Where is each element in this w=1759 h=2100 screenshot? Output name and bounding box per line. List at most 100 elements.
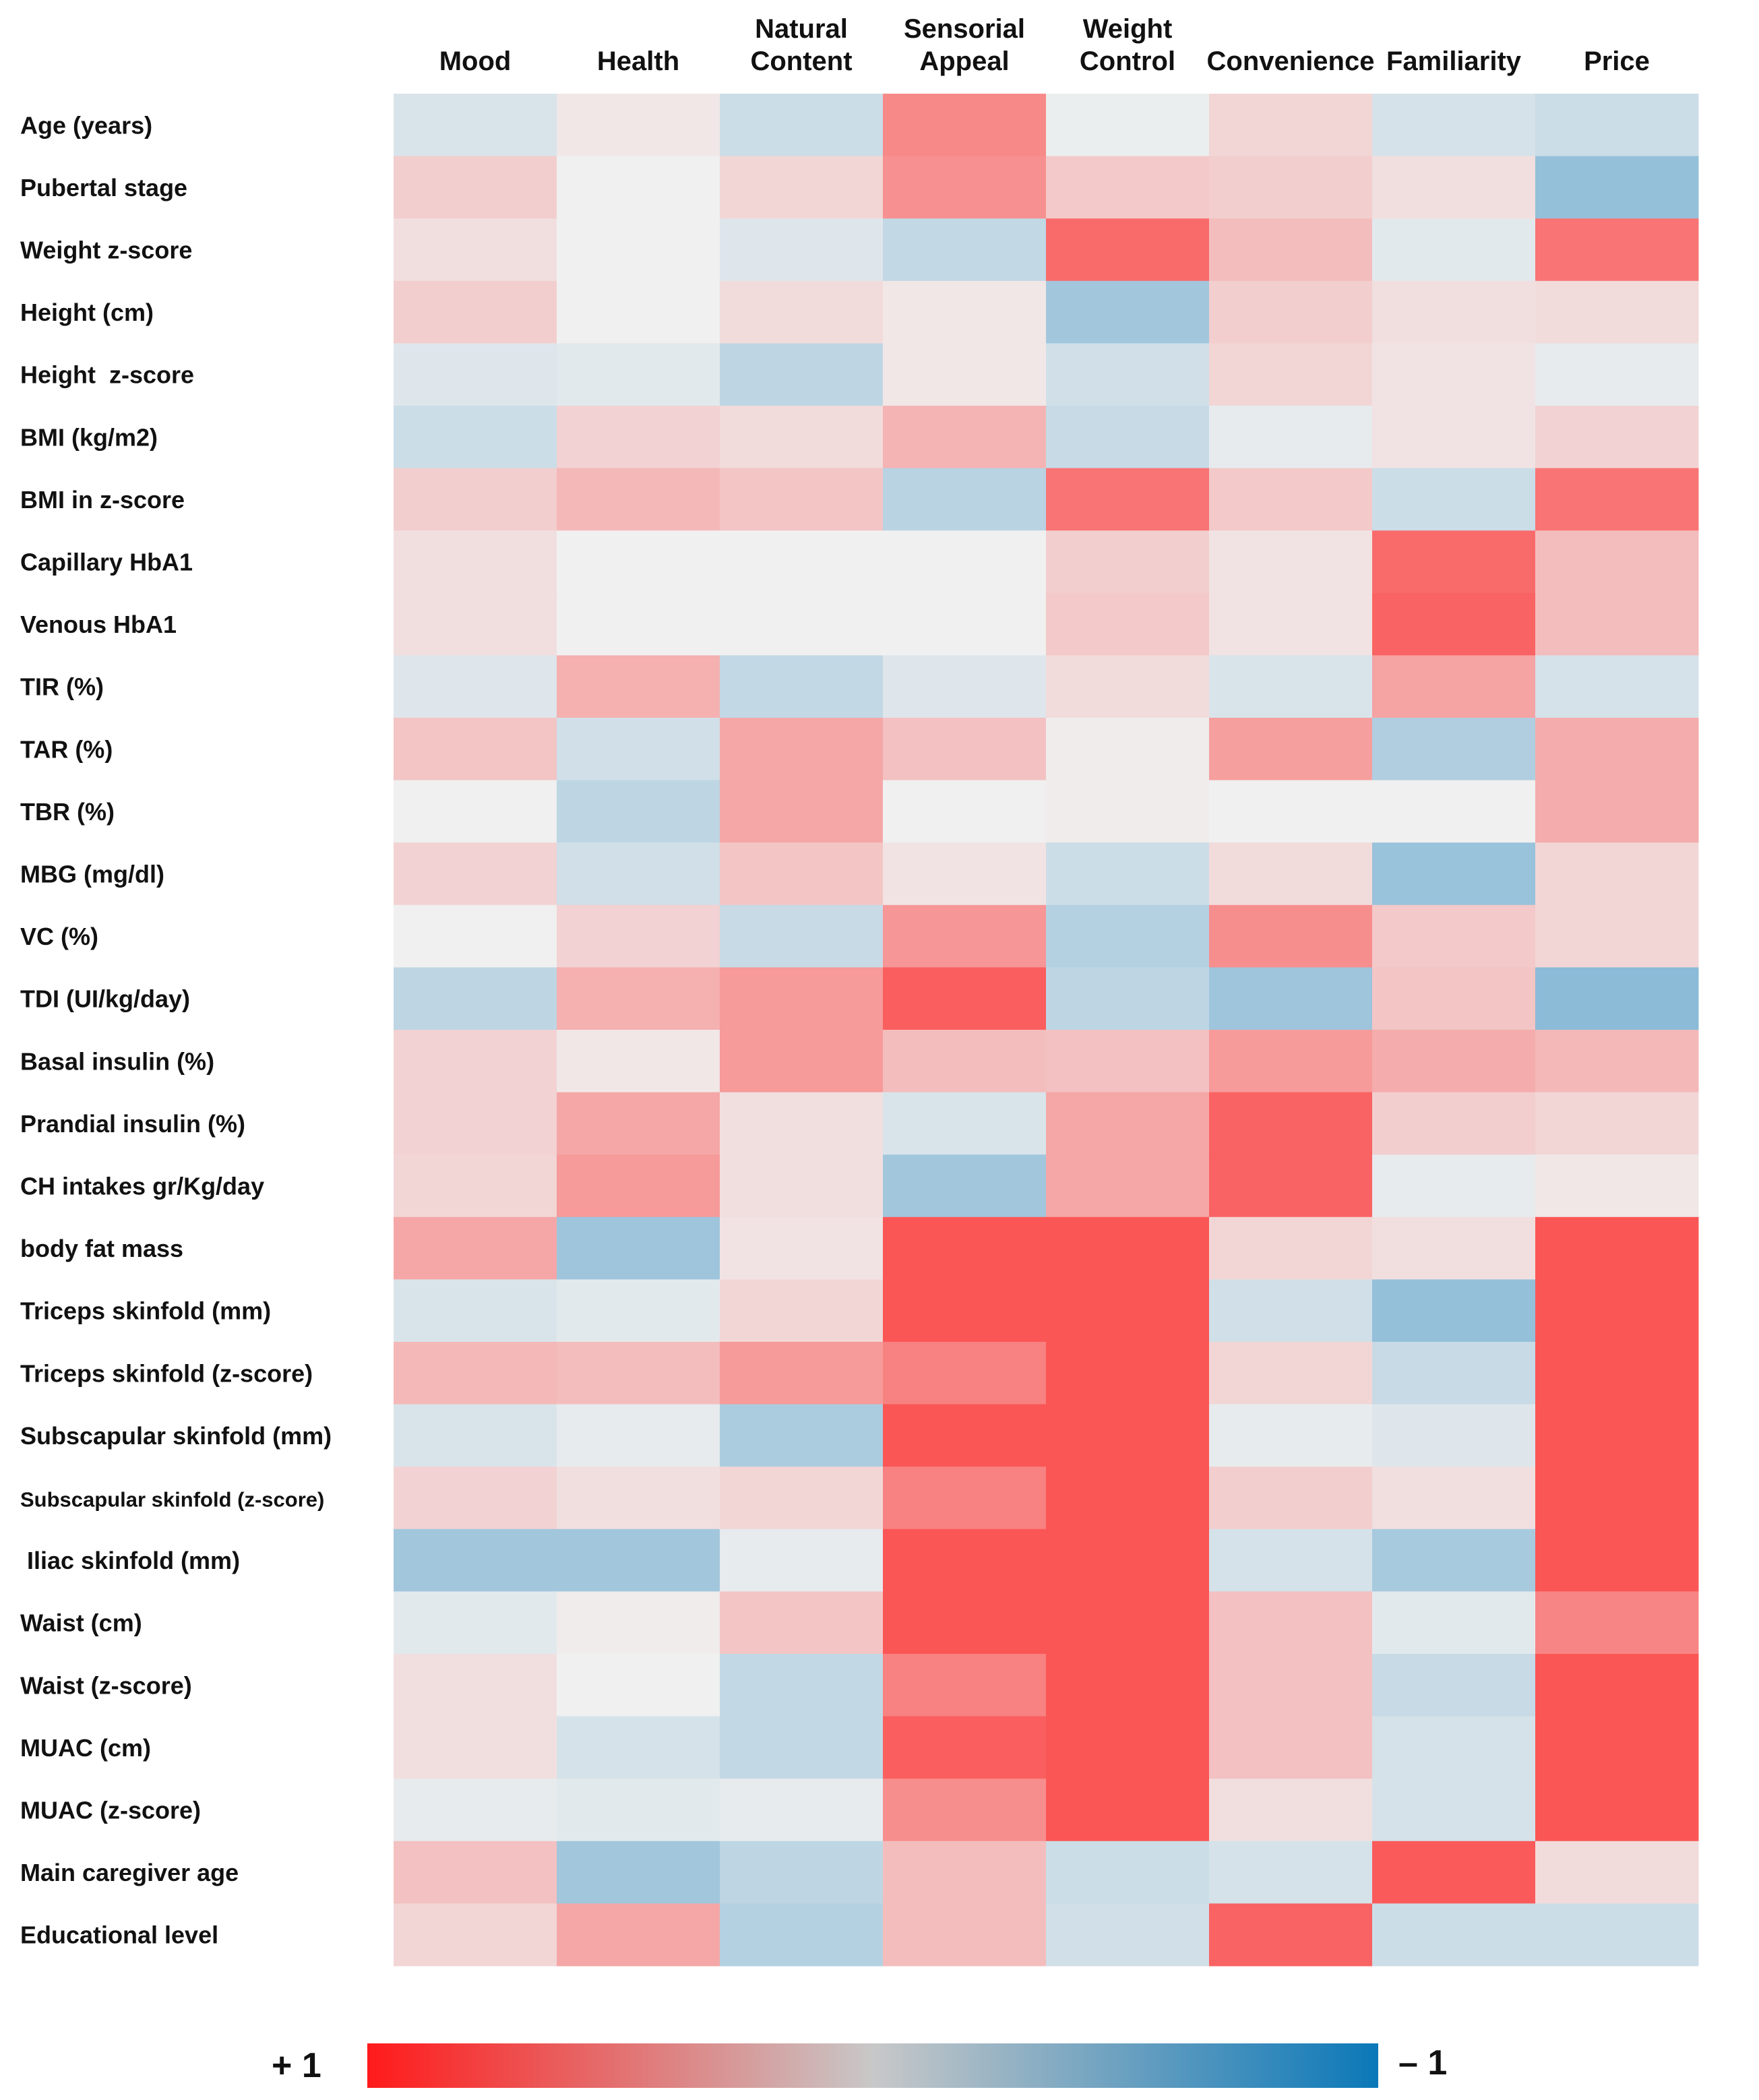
row-label: Venous HbA1	[20, 611, 177, 638]
heatmap-cell	[720, 218, 884, 282]
heatmap-cell	[1046, 1903, 1210, 1967]
heatmap-cell	[1535, 1342, 1699, 1405]
heatmap-cell	[883, 1591, 1047, 1655]
heatmap-cell	[1209, 1716, 1373, 1779]
heatmap-cell	[1046, 1279, 1210, 1342]
heatmap-cell	[720, 343, 884, 406]
heatmap-cell	[1535, 1903, 1699, 1967]
heatmap-cell	[1372, 1466, 1536, 1530]
row-label: Prandial insulin (%)	[20, 1110, 245, 1138]
heatmap-cell	[1046, 94, 1210, 157]
row-label: Main caregiver age	[20, 1859, 239, 1886]
heatmap-cells	[394, 94, 1699, 1967]
heatmap-cell	[883, 156, 1047, 219]
heatmap-cell	[883, 280, 1047, 344]
scale-max-label: + 1	[272, 2046, 321, 2085]
heatmap-cell	[1535, 343, 1699, 406]
heatmap-cell	[1209, 1654, 1373, 1717]
heatmap-cell	[394, 94, 557, 157]
heatmap-cell	[1209, 904, 1373, 968]
heatmap-cell	[720, 530, 884, 594]
heatmap-cell	[1209, 1216, 1373, 1280]
heatmap-cell	[1535, 1216, 1699, 1280]
heatmap-cell	[883, 904, 1047, 968]
heatmap-cell	[883, 218, 1047, 282]
heatmap-cell	[557, 156, 720, 219]
heatmap-cell	[720, 280, 884, 344]
heatmap-cell	[883, 1216, 1047, 1280]
heatmap-cell	[557, 218, 720, 282]
heatmap-cell	[883, 406, 1047, 469]
heatmap-cell	[557, 280, 720, 344]
heatmap-cell	[394, 904, 557, 968]
heatmap-cell	[720, 468, 884, 531]
heatmap-cell	[394, 1716, 557, 1779]
heatmap-cell	[394, 1404, 557, 1467]
row-label: BMI (kg/m2)	[20, 423, 158, 451]
heatmap-cell	[1209, 1841, 1373, 1904]
heatmap-cell	[1209, 1279, 1373, 1342]
heatmap-cell	[1372, 1591, 1536, 1655]
row-label: BMI in z-score	[20, 486, 185, 514]
heatmap-cell	[883, 1654, 1047, 1717]
heatmap-cell	[883, 1092, 1047, 1155]
heatmap-cell	[557, 1092, 720, 1155]
heatmap-cell	[557, 1779, 720, 1842]
heatmap-cell	[1372, 468, 1536, 531]
color-scale-bar	[367, 2043, 1378, 2088]
heatmap-cell	[720, 904, 884, 968]
heatmap-cell	[1209, 1404, 1373, 1467]
heatmap-cell	[1209, 1342, 1373, 1405]
heatmap-cell	[394, 156, 557, 219]
column-label: Natural	[755, 14, 848, 44]
heatmap-cell	[1046, 718, 1210, 781]
heatmap-cell	[1046, 1716, 1210, 1779]
heatmap-cell	[394, 655, 557, 718]
heatmap-cell	[1209, 1466, 1373, 1530]
heatmap-cell	[394, 1591, 557, 1655]
heatmap-cell	[557, 1716, 720, 1779]
heatmap-cell	[1209, 718, 1373, 781]
heatmap-cell	[1046, 530, 1210, 594]
heatmap-cell	[394, 1654, 557, 1717]
heatmap-cell	[1535, 280, 1699, 344]
row-label: Pubertal stage	[20, 174, 187, 202]
heatmap-cell	[1046, 1342, 1210, 1405]
heatmap-cell	[883, 842, 1047, 906]
heatmap-cell	[557, 1591, 720, 1655]
heatmap-cell	[557, 718, 720, 781]
row-labels: Age (years) Pubertal stage Weight z-score H…	[20, 111, 332, 1948]
heatmap-cell	[1209, 967, 1373, 1030]
heatmap-cell	[1372, 718, 1536, 781]
heatmap-cell	[1209, 842, 1373, 906]
heatmap-cell	[1209, 156, 1373, 219]
row-label: Iliac skinfold (mm)	[20, 1547, 240, 1574]
heatmap-cell	[883, 1030, 1047, 1093]
heatmap-cell	[1372, 1841, 1536, 1904]
heatmap-cell	[1046, 1779, 1210, 1842]
heatmap-cell	[557, 967, 720, 1030]
heatmap-cell	[1372, 1279, 1536, 1342]
heatmap-cell	[1046, 218, 1210, 282]
row-label: Basal insulin (%)	[20, 1047, 214, 1075]
heatmap-cell	[1535, 1841, 1699, 1904]
heatmap-cell	[1372, 967, 1536, 1030]
heatmap-cell	[557, 343, 720, 406]
heatmap-cell	[1372, 530, 1536, 594]
column-label: Content	[750, 47, 852, 76]
heatmap-cell	[1046, 1466, 1210, 1530]
heatmap-cell	[1535, 1404, 1699, 1467]
heatmap-cell	[883, 1404, 1047, 1467]
heatmap-cell	[883, 468, 1047, 531]
heatmap-cell	[720, 1092, 884, 1155]
heatmap-cell	[720, 842, 884, 906]
heatmap-cell	[720, 718, 884, 781]
heatmap-cell	[557, 530, 720, 594]
heatmap-cell	[1372, 156, 1536, 219]
heatmap-cell	[1372, 842, 1536, 906]
heatmap-cell	[394, 1092, 557, 1155]
heatmap-cell	[1209, 280, 1373, 344]
heatmap-cell	[394, 967, 557, 1030]
heatmap-cell	[557, 1279, 720, 1342]
heatmap-cell	[1535, 780, 1699, 843]
